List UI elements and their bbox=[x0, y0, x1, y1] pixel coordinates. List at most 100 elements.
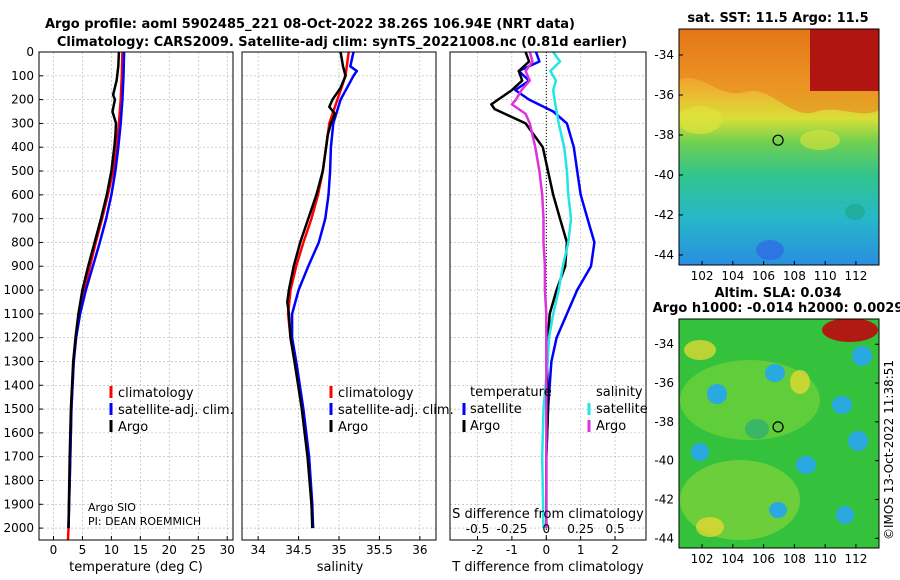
imos-timestamp: ©IMOS 13-Oct-2022 11:38:51 bbox=[882, 360, 896, 540]
map-x-tick-label: 108 bbox=[783, 269, 806, 283]
t-difference-x-ticks: -2 -1 0 1 2 bbox=[472, 536, 619, 557]
y-tick-label: 700 bbox=[11, 212, 34, 226]
s-tick-label: -0.5 bbox=[466, 522, 489, 536]
map-x-tick-label: 108 bbox=[783, 552, 806, 566]
y-tick-label: 1900 bbox=[3, 497, 34, 511]
series-line-climatology bbox=[66, 52, 124, 540]
difference-grid bbox=[450, 51, 646, 540]
sla-map-ticks: 102 104 106 108 110 112 -34 -36 -38 -40 -42 -44 bbox=[654, 337, 879, 566]
map-x-tick-label: 106 bbox=[752, 552, 775, 566]
map-x-tick-label: 112 bbox=[844, 269, 867, 283]
series-line-argo bbox=[286, 52, 347, 529]
temperature-xlabel: temperature (deg C) bbox=[69, 560, 203, 575]
series-line-s-satellite bbox=[540, 52, 573, 529]
difference-lines bbox=[490, 52, 596, 529]
y-tick-label: 600 bbox=[11, 188, 34, 202]
salinity-grid bbox=[242, 51, 436, 540]
sla-patch bbox=[684, 340, 716, 360]
y-tick-label: 2000 bbox=[3, 521, 34, 535]
x-tick-label: 36 bbox=[412, 543, 427, 557]
y-tick-label: 1700 bbox=[3, 450, 34, 464]
x-tick-label: 34 bbox=[251, 543, 266, 557]
x-tick-label: 0 bbox=[50, 543, 58, 557]
salinity-xlabel: salinity bbox=[317, 560, 364, 575]
legend-title-salinity: salinity bbox=[596, 385, 643, 400]
difference-legend: temperature satellite Argo salinity sate… bbox=[462, 385, 648, 434]
y-tick-label: 100 bbox=[11, 69, 34, 83]
y-tick-label: 200 bbox=[11, 93, 34, 107]
x-tick-label: 35.5 bbox=[366, 543, 393, 557]
x-tick-label: 2 bbox=[611, 543, 619, 557]
series-line-s-argo bbox=[510, 52, 548, 529]
map-y-tick-label: -44 bbox=[654, 248, 674, 262]
sla-patch bbox=[852, 346, 872, 366]
map-y-tick-label: -42 bbox=[654, 208, 674, 222]
sla-patch bbox=[696, 517, 724, 537]
series-line-argo bbox=[67, 52, 121, 529]
sla-patch bbox=[790, 370, 810, 394]
sst-patch bbox=[756, 240, 784, 260]
sst-map: sat. SST: 11.5 Argo: 11.5 102 104 106 108 11… bbox=[654, 11, 880, 283]
temperature-lines bbox=[66, 52, 126, 540]
y-tick-label: 1100 bbox=[3, 307, 34, 321]
sla-patch bbox=[836, 506, 854, 524]
sst-map-frame bbox=[678, 28, 880, 266]
x-tick-label: -1 bbox=[506, 543, 518, 557]
sla-patch bbox=[796, 456, 816, 474]
map-x-tick-label: 110 bbox=[814, 552, 837, 566]
x-tick-label: 10 bbox=[104, 543, 119, 557]
s-tick-label: 0.25 bbox=[567, 522, 594, 536]
map-x-tick-label: 102 bbox=[691, 552, 714, 566]
x-tick-label: 1 bbox=[577, 543, 585, 557]
sla-patch bbox=[745, 419, 769, 439]
depth-ticks: 0 100 200 300 400 500 600 700 800 900 1000 1100 1200… bbox=[3, 45, 43, 535]
legend-label-climatology: climatology bbox=[338, 386, 414, 401]
argo-pi: PI: DEAN ROEMMICH bbox=[88, 515, 201, 528]
x-tick-label: 0 bbox=[542, 543, 550, 557]
difference-axes-box bbox=[449, 51, 647, 541]
sla-patch bbox=[769, 502, 787, 518]
sla-map: Altim. SLA: 0.034 Argo h1000: -0.014 h20… bbox=[653, 286, 900, 566]
temperature-panel: 0100200300400500600700800900100011001200… bbox=[3, 45, 234, 575]
sla-field bbox=[679, 319, 879, 548]
map-x-tick-label: 102 bbox=[691, 269, 714, 283]
sla-patch bbox=[832, 396, 852, 414]
legend-label-t-satellite: satellite bbox=[470, 402, 522, 417]
legend-label-climatology: climatology bbox=[118, 386, 194, 401]
x-tick-label: 34.5 bbox=[285, 543, 312, 557]
map-y-tick-label: -36 bbox=[654, 376, 674, 390]
x-tick-label: 25 bbox=[191, 543, 206, 557]
map-y-tick-label: -36 bbox=[654, 88, 674, 102]
y-tick-label: 0 bbox=[26, 45, 34, 59]
x-tick-label: 20 bbox=[162, 543, 177, 557]
y-tick-label: 500 bbox=[11, 164, 34, 178]
sla-patch bbox=[848, 431, 868, 451]
map-x-tick-label: 104 bbox=[721, 269, 744, 283]
y-tick-label: 900 bbox=[11, 259, 34, 273]
s-tick-label: -0.25 bbox=[496, 522, 527, 536]
s-difference-label: S difference from climatology bbox=[452, 507, 644, 522]
legend-label-s-satellite: satellite bbox=[596, 402, 648, 417]
y-tick-label: 1400 bbox=[3, 378, 34, 392]
map-x-tick-label: 106 bbox=[752, 269, 775, 283]
salinity-x-ticks: 34 34.5 35 35.5 36 bbox=[251, 536, 427, 557]
argo-position-marker bbox=[772, 134, 784, 146]
y-tick-label: 400 bbox=[11, 140, 34, 154]
sla-patch bbox=[707, 384, 727, 404]
salinity-panel: 34 34.5 35 35.5 36 salinity climatology sate… bbox=[241, 51, 454, 575]
map-y-tick-label: -40 bbox=[654, 454, 674, 468]
y-tick-label: 1600 bbox=[3, 426, 34, 440]
x-tick-label: 15 bbox=[133, 543, 148, 557]
difference-panel: -2 -1 0 1 2 -0.5 -0.25 0 0.25 0.5 S difference f… bbox=[449, 51, 648, 575]
title-line-2: Climatology: CARS2009. Satellite-adj cli… bbox=[57, 35, 627, 50]
temperature-legend: climatology satellite-adj. clim. Argo bbox=[109, 386, 234, 435]
legend-label-argo: Argo bbox=[338, 420, 368, 435]
title-line-1: Argo profile: aoml 5902485_221 08-Oct-20… bbox=[45, 17, 575, 32]
s-tick-label: 0 bbox=[542, 522, 550, 536]
map-x-tick-label: 112 bbox=[844, 552, 867, 566]
map-y-tick-label: -34 bbox=[654, 337, 674, 351]
sst-patch bbox=[800, 130, 840, 150]
temperature-grid bbox=[39, 51, 233, 540]
y-tick-label: 1000 bbox=[3, 283, 34, 297]
